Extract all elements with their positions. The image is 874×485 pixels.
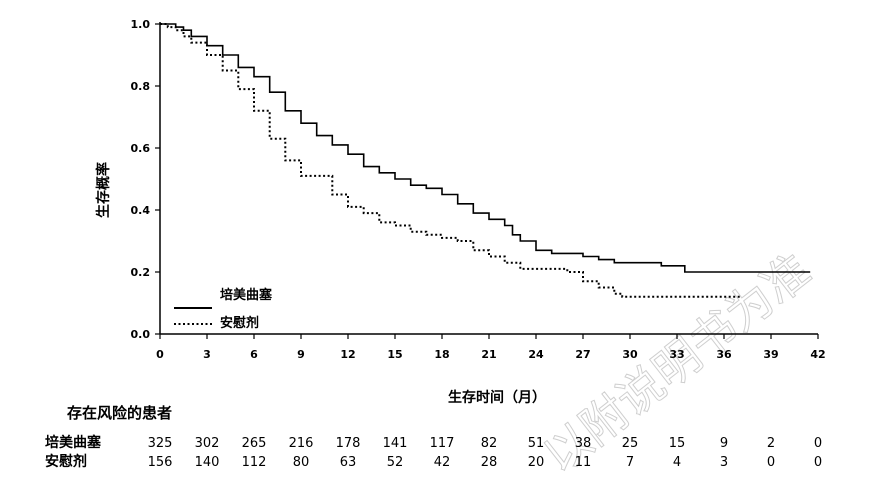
series-line-placebo — [160, 23, 740, 298]
risk-table-cell: 156 — [148, 455, 173, 470]
series-line-pemetrexed — [160, 23, 811, 273]
x-tick-label: 21 — [481, 348, 496, 361]
risk-table-cell: 265 — [242, 436, 267, 451]
x-tick-label: 18 — [434, 348, 449, 361]
risk-table-cell: 52 — [387, 455, 404, 470]
x-tick-label: 0 — [156, 348, 164, 361]
risk-table-cell: 178 — [336, 436, 361, 451]
x-tick-label: 39 — [763, 348, 778, 361]
x-tick-label: 24 — [528, 348, 544, 361]
x-tick-label: 12 — [340, 348, 355, 361]
risk-table-cell: 4 — [673, 455, 681, 470]
series-group — [160, 23, 811, 298]
x-ticks: 0 3 6 9 12 15 18 21 24 27 30 33 36 39 42 — [156, 334, 826, 361]
risk-row-name-pemetrexed: 培美曲塞 — [45, 434, 102, 451]
risk-table-cell: 7 — [626, 455, 634, 470]
risk-table-cell: 0 — [814, 455, 822, 470]
legend: 培美曲塞 安慰剂 — [174, 287, 273, 331]
y-ticks: 0.0 0.2 0.4 0.6 0.8 1.0 — [131, 18, 160, 341]
risk-table-cell: 117 — [430, 436, 455, 451]
risk-table-cell: 3 — [720, 455, 728, 470]
x-tick-label: 6 — [250, 348, 258, 361]
y-tick-label: 0.0 — [131, 328, 151, 341]
x-tick-label: 15 — [387, 348, 402, 361]
risk-table-cell: 216 — [289, 436, 314, 451]
risk-table-title: 存在风险的患者 — [67, 404, 172, 422]
risk-table-cell: 63 — [340, 455, 357, 470]
x-tick-label: 3 — [203, 348, 211, 361]
y-axis-title: 生存概率 — [95, 162, 112, 218]
risk-table-cell: 9 — [720, 436, 728, 451]
risk-table-cell: 82 — [481, 436, 498, 451]
risk-table-cell: 0 — [767, 455, 775, 470]
risk-table-cell: 302 — [195, 436, 220, 451]
y-tick-label: 0.4 — [131, 204, 151, 217]
risk-table-cell: 325 — [148, 436, 173, 451]
risk-table-cell: 141 — [383, 436, 408, 451]
risk-table-cell: 2 — [767, 436, 775, 451]
y-tick-label: 0.6 — [131, 142, 151, 155]
legend-label-placebo: 安慰剂 — [220, 315, 259, 331]
x-tick-label: 36 — [716, 348, 732, 361]
risk-table-cell: 38 — [575, 436, 592, 451]
x-tick-label: 30 — [622, 348, 638, 361]
y-tick-label: 1.0 — [131, 18, 151, 31]
risk-table-cell: 11 — [575, 455, 592, 470]
risk-table-cell: 20 — [528, 455, 545, 470]
y-tick-label: 0.2 — [131, 266, 151, 279]
risk-row-name-placebo: 安慰剂 — [45, 453, 87, 470]
risk-table-cell: 0 — [814, 436, 822, 451]
risk-table-cell: 42 — [434, 455, 451, 470]
x-tick-label: 42 — [810, 348, 825, 361]
risk-table-cell: 15 — [669, 436, 686, 451]
risk-table-cell: 140 — [195, 455, 220, 470]
x-axis-title: 生存时间（月） — [448, 389, 546, 406]
legend-label-pemetrexed: 培美曲塞 — [220, 287, 273, 303]
risk-table-cell: 25 — [622, 436, 639, 451]
risk-table-cell: 112 — [242, 455, 267, 470]
risk-table-cell: 80 — [293, 455, 310, 470]
x-tick-label: 33 — [669, 348, 684, 361]
x-tick-label: 9 — [297, 348, 305, 361]
risk-table-cell: 28 — [481, 455, 498, 470]
x-tick-label: 27 — [575, 348, 590, 361]
risk-table-cell: 51 — [528, 436, 545, 451]
y-tick-label: 0.8 — [131, 80, 151, 93]
